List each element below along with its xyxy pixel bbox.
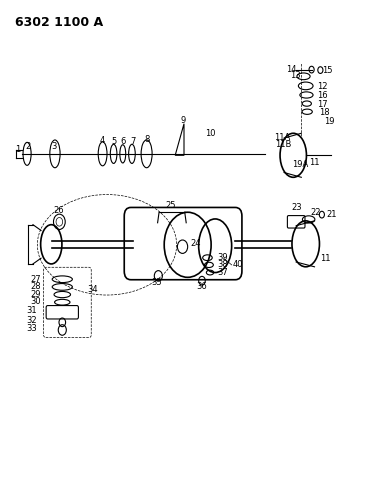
Text: 11: 11 <box>309 158 319 167</box>
Text: 13: 13 <box>290 72 301 80</box>
Text: 11B: 11B <box>275 140 291 149</box>
Text: 19: 19 <box>324 117 335 126</box>
Text: 11A: 11A <box>274 132 290 142</box>
Text: 19A: 19A <box>293 160 309 169</box>
Text: 31: 31 <box>26 306 37 315</box>
Text: 2: 2 <box>25 142 31 151</box>
Text: 14: 14 <box>286 65 296 73</box>
Text: 39: 39 <box>217 253 228 262</box>
Text: 5: 5 <box>111 137 116 146</box>
Text: 1: 1 <box>15 144 21 154</box>
Text: 17: 17 <box>317 99 328 108</box>
Text: 32: 32 <box>27 316 38 325</box>
Text: 22: 22 <box>310 208 321 217</box>
Text: 23: 23 <box>291 204 302 213</box>
Text: 34: 34 <box>88 285 98 294</box>
Text: 27: 27 <box>31 275 41 284</box>
Text: 29: 29 <box>31 289 41 299</box>
Text: 21: 21 <box>326 210 337 219</box>
Text: 15: 15 <box>323 66 333 74</box>
Text: 30: 30 <box>31 297 41 306</box>
Text: 24: 24 <box>191 240 201 248</box>
Text: 25: 25 <box>165 201 176 210</box>
Text: 3: 3 <box>51 142 57 151</box>
Text: 4: 4 <box>100 136 105 145</box>
Text: 11: 11 <box>320 254 330 263</box>
Text: 18: 18 <box>319 108 329 117</box>
Text: 9: 9 <box>180 116 185 125</box>
Text: 40: 40 <box>233 260 243 269</box>
Text: 16: 16 <box>317 91 328 100</box>
Text: 33: 33 <box>26 324 38 333</box>
Text: 10: 10 <box>205 129 216 138</box>
Text: 8: 8 <box>144 135 149 144</box>
Text: 38: 38 <box>218 260 229 269</box>
Text: 12: 12 <box>317 83 327 91</box>
Text: 35: 35 <box>151 277 162 287</box>
Text: 37: 37 <box>218 268 229 277</box>
Text: 6302 1100 A: 6302 1100 A <box>15 16 103 29</box>
Text: 28: 28 <box>31 282 41 291</box>
Text: 36: 36 <box>196 282 207 291</box>
Text: 6: 6 <box>121 137 126 146</box>
Text: 26: 26 <box>53 206 64 215</box>
Text: 7: 7 <box>130 137 135 146</box>
